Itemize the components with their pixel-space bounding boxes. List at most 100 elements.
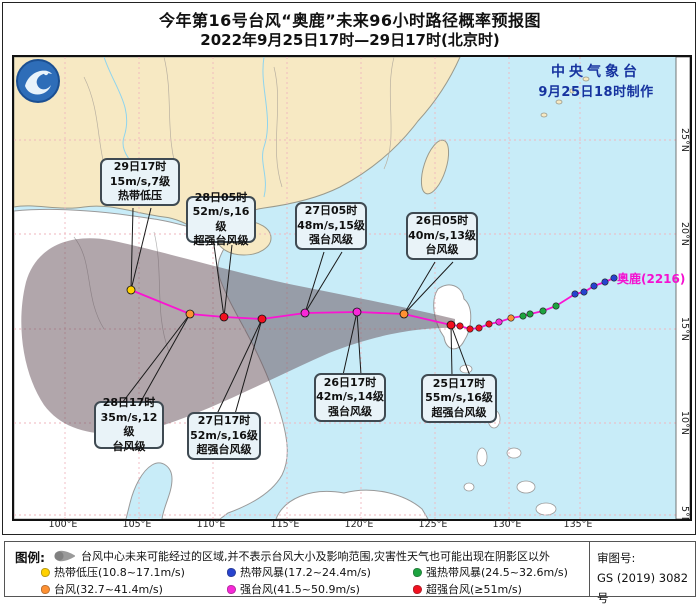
legend-level-label: 热带风暴(17.2~24.4m/s)	[240, 566, 371, 579]
forecast-callout-box: 26日05时 40m/s,13级 台风级	[406, 212, 478, 260]
forecast-track-point	[352, 307, 362, 317]
legend-level-label: 热带低压(10.8~17.1m/s)	[54, 566, 185, 579]
callout-line: 超强台风级	[193, 234, 249, 247]
legend-level-dot	[227, 568, 236, 577]
callout-line: 26日05时	[415, 214, 469, 228]
legend-item: 热带低压(10.8~17.1m/s)	[41, 564, 185, 580]
lon-tick-label: 115°E	[270, 519, 300, 530]
observed-track-point	[526, 310, 534, 318]
lon-tick-label: 135°E	[563, 519, 593, 530]
callout-line: 25日17时	[432, 376, 486, 390]
observed-track-point	[539, 307, 547, 315]
map-license: 审图号: GS (2019) 3082号	[597, 548, 695, 608]
observed-track-point	[601, 278, 609, 286]
callout-line: 15m/s,7级	[109, 174, 171, 188]
agency-issue-time: 9月25日18时制作	[538, 85, 654, 100]
lat-tick-label: 15°N	[679, 317, 690, 341]
callout-line: 超强台风级	[431, 405, 487, 419]
forecast-callout-box: 25日17时 55m/s,16级 超强台风级	[421, 374, 497, 423]
observed-track-point	[610, 274, 618, 282]
callout-line: 27日05时	[304, 204, 358, 218]
legend-item: 超强台风(≥51m/s)	[413, 581, 522, 597]
legend-title: 图例:	[15, 550, 45, 565]
license-label: 审图号:	[597, 551, 636, 565]
callout-line: 28日17时	[102, 396, 156, 409]
legend-divider	[589, 542, 590, 596]
forecast-callout-box: 29日17时 15m/s,7级 热带低压	[100, 158, 180, 206]
observed-track-point	[519, 312, 527, 320]
lat-tick-label: 10°N	[679, 411, 690, 435]
forecast-track-point	[185, 309, 195, 319]
observed-track-point	[485, 320, 493, 328]
lon-tick-label: 130°E	[492, 519, 522, 530]
forecast-track-point	[399, 309, 409, 319]
legend-item: 强热带风暴(24.5~32.6m/s)	[413, 564, 568, 580]
legend-level-dot	[413, 568, 422, 577]
observed-track-point	[590, 282, 598, 290]
license-number: GS (2019) 3082号	[597, 571, 689, 605]
callout-line: 26日17时	[323, 375, 377, 389]
lat-tick-label: 25°N	[679, 128, 690, 152]
legend-level-label: 台风(32.7~41.4m/s)	[54, 583, 163, 596]
cma-logo	[15, 58, 61, 108]
callout-line: 40m/s,13级	[408, 228, 476, 242]
forecast-track-point	[257, 314, 267, 324]
legend-item: 热带风暴(17.2~24.4m/s)	[227, 564, 371, 580]
track-points	[126, 274, 618, 333]
cone-icon	[54, 550, 75, 562]
lat-tick-label: 20°N	[679, 222, 690, 246]
forecast-callout-box: 26日17时 42m/s,14级 强台风级	[314, 373, 386, 422]
callout-line: 热带低压	[118, 189, 162, 203]
observed-track-point	[456, 322, 464, 330]
forecast-callout-box: 27日05时 48m/s,15级 强台风级	[295, 202, 367, 250]
page-title: 今年第16号台风“奥鹿”未来96小时路径概率预报图	[158, 11, 542, 30]
callout-line: 52m/s,16级	[192, 205, 250, 233]
agency-name: 中央气象台	[551, 64, 641, 80]
storm-name-label: 奥鹿(2216)	[617, 272, 686, 286]
forecast-track-point	[126, 285, 136, 295]
observed-track-point	[552, 302, 560, 310]
callout-line: 超强台风级	[196, 443, 252, 457]
legend-level-label: 超强台风(≥51m/s)	[426, 583, 522, 596]
lat-tick-label: 5°N	[679, 506, 690, 519]
observed-track-point	[466, 325, 474, 333]
lat-axis-labels: 25°N 20°N 15°N 10°N 5°N	[679, 128, 690, 524]
legend-level-dot	[41, 568, 50, 577]
callout-line: 强台风级	[328, 404, 372, 418]
lon-tick-label: 120°E	[344, 519, 374, 530]
legend-level-dot	[41, 585, 50, 594]
observed-track-point	[507, 314, 515, 322]
observed-track-point	[495, 318, 503, 326]
forecast-callout-box: 28日17时 35m/s,12级 台风级	[94, 396, 164, 453]
lat-axis-band	[675, 56, 691, 520]
callout-line: 42m/s,14级	[316, 390, 384, 404]
lon-tick-label: 125°E	[418, 519, 448, 530]
lon-tick-label: 105°E	[122, 519, 152, 530]
forecast-track-point	[300, 308, 310, 318]
legend-item: 台风(32.7~41.4m/s)	[41, 581, 163, 597]
callout-line: 48m/s,15级	[297, 218, 365, 232]
lon-axis: 100°E 105°E 110°E 115°E 120°E 125°E 130°E 135°E	[0, 519, 700, 534]
lon-tick-label: 100°E	[48, 519, 78, 530]
callout-line: 35m/s,12级	[100, 410, 158, 439]
callout-line: 29日17时	[113, 160, 167, 174]
callout-line: 52m/s,16级	[190, 428, 258, 442]
callout-line: 强台风级	[309, 233, 353, 247]
callout-line: 台风级	[425, 243, 459, 257]
forecast-callout-box: 27日17时 52m/s,16级 超强台风级	[187, 412, 261, 460]
callout-line: 28日05时	[194, 190, 248, 204]
legend-level-label: 强热带风暴(24.5~32.6m/s)	[426, 566, 568, 579]
forecast-track-point	[446, 320, 456, 330]
ryukyu-islands	[540, 76, 590, 118]
legend-level-dot	[413, 585, 422, 594]
legend-level-label: 强台风(41.5~50.9m/s)	[240, 583, 360, 596]
callout-line: 27日17时	[197, 414, 251, 428]
forecast-callout-box: 28日05时 52m/s,16级 超强台风级	[186, 191, 256, 247]
observed-track-point	[580, 288, 588, 296]
observed-track-point	[571, 290, 579, 298]
callout-line: 55m/s,16级	[425, 391, 493, 405]
borneo-island	[275, 489, 429, 520]
legend-item: 强台风(41.5~50.9m/s)	[227, 581, 360, 597]
agency-stamp: 中央气象台 9月25日18时制作	[510, 61, 682, 100]
forecast-track-point	[219, 312, 229, 322]
